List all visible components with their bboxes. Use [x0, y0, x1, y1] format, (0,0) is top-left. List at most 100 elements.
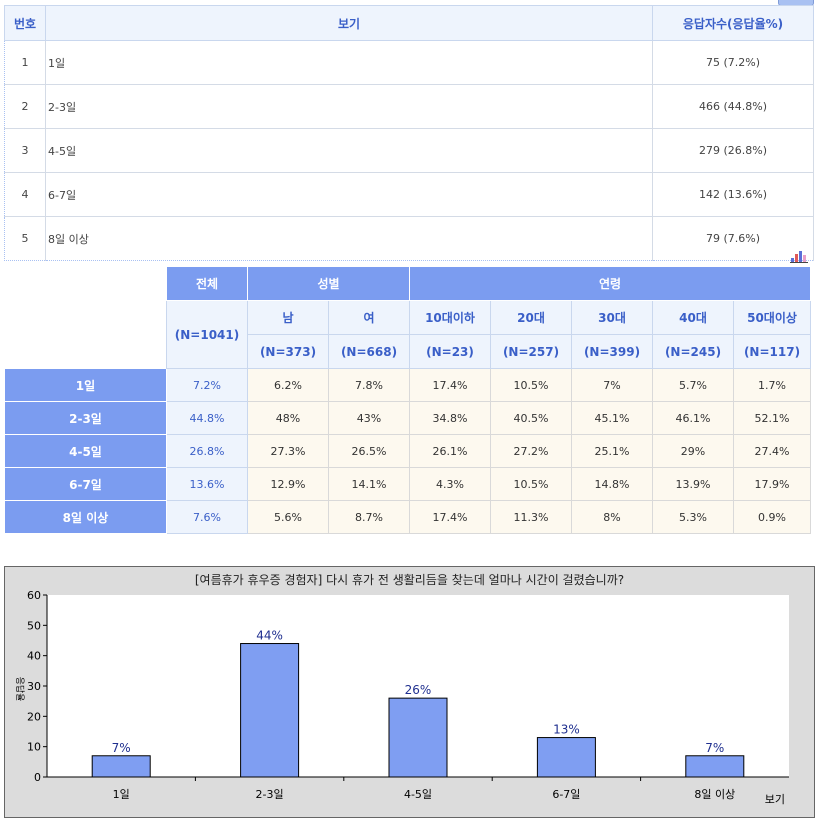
row-label: 8일 이상 — [45, 216, 653, 261]
bar-data-label: 26% — [405, 683, 432, 697]
row-label: 2-3일 — [45, 84, 653, 129]
crosstab-table: 전체 성별 연령 (N=1041) 남 여 10대이하 20대 30대 40대 50대이상 … — [4, 266, 812, 534]
table-row: 1일 7.2% 6.2% 7.8% 17.4% 10.5% 7% 5.7% 1.7% — [4, 368, 812, 402]
bar — [388, 697, 448, 778]
crosstab-cell: 12.9% — [247, 467, 329, 501]
x-tick-label: 8일 이상 — [694, 787, 735, 801]
crosstab-corner — [4, 266, 167, 369]
crosstab-total-cell: 13.6% — [166, 467, 248, 501]
crosstab-cell: 10.5% — [490, 368, 572, 402]
crosstab-column-label: 40대 — [652, 300, 734, 335]
crosstab-cell: 1.7% — [732, 368, 812, 402]
row-number: 3 — [4, 128, 46, 173]
row-label: 1일 — [45, 40, 653, 85]
crosstab-cell: 17.4% — [409, 500, 491, 534]
crosstab-cell: 11.3% — [490, 500, 572, 534]
crosstab-cell: 34.8% — [409, 401, 491, 435]
y-tick-label: 60 — [27, 589, 41, 602]
crosstab-row-label: 2-3일 — [4, 401, 167, 435]
row-number: 1 — [4, 40, 46, 85]
crosstab-total-cell: 7.6% — [166, 500, 248, 534]
crosstab-cell: 5.7% — [652, 368, 734, 402]
y-tick-label: 50 — [27, 619, 41, 632]
bar — [685, 755, 745, 778]
crosstab-row-label: 6-7일 — [4, 467, 167, 501]
crosstab-cell: 8.7% — [328, 500, 410, 534]
crosstab-total-cell: 44.8% — [166, 401, 248, 435]
crosstab-cell: 29% — [652, 434, 734, 468]
x-tick-label: 4-5일 — [404, 787, 432, 801]
crosstab-column-label: 50대이상 — [732, 300, 812, 335]
crosstab-column-n: (N=373) — [247, 334, 329, 369]
row-value: 75 (7.2%) — [652, 40, 814, 85]
bar-data-label: 7% — [705, 741, 724, 755]
bar — [91, 755, 151, 778]
header-option: 보기 — [45, 5, 653, 41]
table-row: 4-5일 26.8% 27.3% 26.5% 26.1% 27.2% 25.1% 29% 27.… — [4, 434, 812, 468]
row-label: 4-5일 — [45, 128, 653, 173]
crosstab-column-label: 30대 — [571, 300, 653, 335]
crosstab-column-n: (N=245) — [652, 334, 734, 369]
crosstab-cell: 48% — [247, 401, 329, 435]
bar-chart: [여름휴가 휴우증 경험자] 다시 휴가 전 생활리듬을 찾는데 얼마나 시간이… — [4, 566, 815, 818]
crosstab-cell: 17.4% — [409, 368, 491, 402]
crosstab-cell: 27.4% — [732, 434, 812, 468]
crosstab-total-cell: 26.8% — [166, 434, 248, 468]
row-value: 279 (26.8%) — [652, 128, 814, 173]
crosstab-cell: 4.3% — [409, 467, 491, 501]
crosstab-cell: 14.8% — [571, 467, 653, 501]
row-value: 466 (44.8%) — [652, 84, 814, 129]
header-number: 번호 — [4, 5, 46, 41]
crosstab-column-n: (N=668) — [328, 334, 410, 369]
crosstab-column-n: (N=117) — [732, 334, 812, 369]
crosstab-cell: 5.3% — [652, 500, 734, 534]
crosstab-row-label: 1일 — [4, 368, 167, 402]
bar — [536, 737, 596, 778]
header-responses: 응답자수(응답율%) — [652, 5, 814, 41]
bar-chart-icon[interactable] — [790, 249, 808, 263]
row-number: 5 — [4, 216, 46, 261]
crosstab-cell: 52.1% — [732, 401, 812, 435]
response-table-header: 번호 보기 응답자수(응답율%) — [4, 5, 814, 41]
row-number: 2 — [4, 84, 46, 129]
chart-title: [여름휴가 휴우증 경험자] 다시 휴가 전 생활리듬을 찾는데 얼마나 시간이… — [194, 573, 625, 587]
crosstab-column-label: 여 — [328, 300, 410, 335]
crosstab-column-label: 10대이하 — [409, 300, 491, 335]
crosstab-cell: 17.9% — [732, 467, 812, 501]
y-tick-label: 10 — [27, 741, 41, 754]
table-row: 3 4-5일 279 (26.8%) — [4, 128, 814, 173]
crosstab-cell: 5.6% — [247, 500, 329, 534]
crosstab-column-n: (N=399) — [571, 334, 653, 369]
table-row: 8일 이상 7.6% 5.6% 8.7% 17.4% 11.3% 8% 5.3% 0.9% — [4, 500, 812, 534]
crosstab-total-header: 전체 — [166, 266, 248, 301]
row-number: 4 — [4, 172, 46, 217]
crosstab-column-label: 20대 — [490, 300, 572, 335]
crosstab-cell: 7.8% — [328, 368, 410, 402]
crosstab-gender-header: 성별 — [247, 266, 410, 301]
crosstab-total-n: (N=1041) — [166, 300, 248, 369]
crosstab-age-header: 연령 — [408, 266, 812, 301]
crosstab-cell: 26.5% — [328, 434, 410, 468]
crosstab-cell: 0.9% — [732, 500, 812, 534]
crosstab-cell: 27.3% — [247, 434, 329, 468]
y-tick-label: 30 — [27, 680, 41, 693]
x-axis-label: 보기 — [765, 793, 785, 806]
row-value: 79 (7.6%) — [652, 216, 814, 261]
crosstab-column-n: (N=257) — [490, 334, 572, 369]
crosstab-cell: 43% — [328, 401, 410, 435]
y-tick-label: 0 — [34, 771, 41, 784]
bar-data-label: 44% — [256, 629, 283, 643]
crosstab-cell: 46.1% — [652, 401, 734, 435]
crosstab-cell: 45.1% — [571, 401, 653, 435]
crosstab-cell: 7% — [571, 368, 653, 402]
y-axis-label: 응답율 — [14, 677, 26, 702]
crosstab-column-label: 남 — [247, 300, 329, 335]
table-row: 6-7일 13.6% 12.9% 14.1% 4.3% 10.5% 14.8% 13.9% 17… — [4, 467, 812, 501]
table-row: 1 1일 75 (7.2%) — [4, 40, 814, 85]
bar — [240, 643, 300, 778]
x-tick-label: 6-7일 — [552, 787, 580, 801]
x-tick-label: 2-3일 — [256, 787, 284, 801]
crosstab-cell: 13.9% — [652, 467, 734, 501]
table-row: 5 8일 이상 79 (7.6%) — [4, 216, 814, 261]
crosstab-column-n: (N=23) — [409, 334, 491, 369]
